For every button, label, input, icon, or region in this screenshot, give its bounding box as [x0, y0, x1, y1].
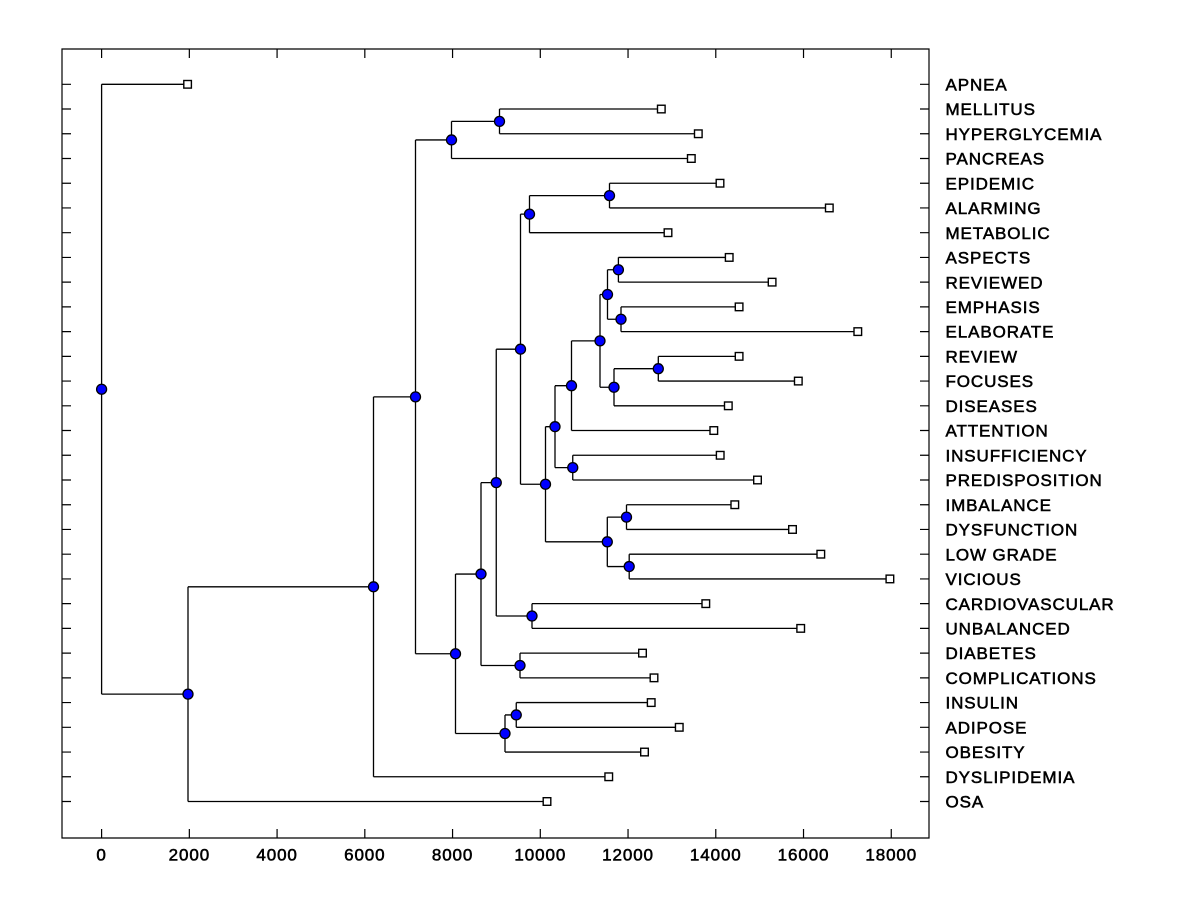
svg-text:6000: 6000 — [344, 846, 385, 865]
svg-text:METABOLIC: METABOLIC — [946, 224, 1051, 243]
svg-text:UNBALANCED: UNBALANCED — [946, 619, 1071, 638]
svg-text:CARDIOVASCULAR: CARDIOVASCULAR — [946, 595, 1115, 614]
svg-text:REVIEWED: REVIEWED — [946, 273, 1044, 292]
svg-text:8000: 8000 — [432, 846, 473, 865]
svg-text:APNEA: APNEA — [946, 75, 1008, 94]
svg-text:DYSLIPIDEMIA: DYSLIPIDEMIA — [946, 768, 1076, 787]
svg-text:MELLITUS: MELLITUS — [946, 100, 1036, 119]
svg-text:ASPECTS: ASPECTS — [946, 249, 1032, 268]
svg-text:10000: 10000 — [514, 846, 566, 865]
svg-text:2000: 2000 — [169, 846, 210, 865]
svg-text:ADIPOSE: ADIPOSE — [946, 718, 1028, 737]
svg-text:LOW GRADE: LOW GRADE — [946, 545, 1058, 564]
svg-text:ELABORATE: ELABORATE — [946, 323, 1055, 342]
svg-text:12000: 12000 — [602, 846, 654, 865]
svg-text:IMBALANCE: IMBALANCE — [946, 496, 1052, 515]
svg-text:DYSFUNCTION: DYSFUNCTION — [946, 521, 1079, 540]
svg-text:16000: 16000 — [778, 846, 830, 865]
svg-text:FOCUSES: FOCUSES — [946, 372, 1034, 391]
svg-text:EPIDEMIC: EPIDEMIC — [946, 174, 1035, 193]
svg-text:INSULIN: INSULIN — [946, 694, 1019, 713]
svg-text:ALARMING: ALARMING — [946, 199, 1042, 218]
svg-text:INSUFFICIENCY: INSUFFICIENCY — [946, 446, 1088, 465]
svg-text:DIABETES: DIABETES — [946, 644, 1037, 663]
svg-text:14000: 14000 — [690, 846, 742, 865]
svg-text:DISEASES: DISEASES — [946, 397, 1038, 416]
svg-text:REVIEW: REVIEW — [946, 347, 1018, 366]
svg-text:ATTENTION: ATTENTION — [946, 422, 1049, 441]
svg-text:COMPLICATIONS: COMPLICATIONS — [946, 669, 1097, 688]
svg-text:EMPHASIS: EMPHASIS — [946, 298, 1041, 317]
svg-text:HYPERGLYCEMIA: HYPERGLYCEMIA — [946, 125, 1103, 144]
svg-text:4000: 4000 — [256, 846, 297, 865]
svg-text:OBESITY: OBESITY — [946, 743, 1026, 762]
svg-text:18000: 18000 — [865, 846, 917, 865]
svg-text:0: 0 — [96, 846, 106, 865]
svg-text:PREDISPOSITION: PREDISPOSITION — [946, 471, 1103, 490]
svg-text:PANCREAS: PANCREAS — [946, 150, 1045, 169]
svg-text:OSA: OSA — [946, 793, 985, 812]
svg-text:VICIOUS: VICIOUS — [946, 570, 1022, 589]
